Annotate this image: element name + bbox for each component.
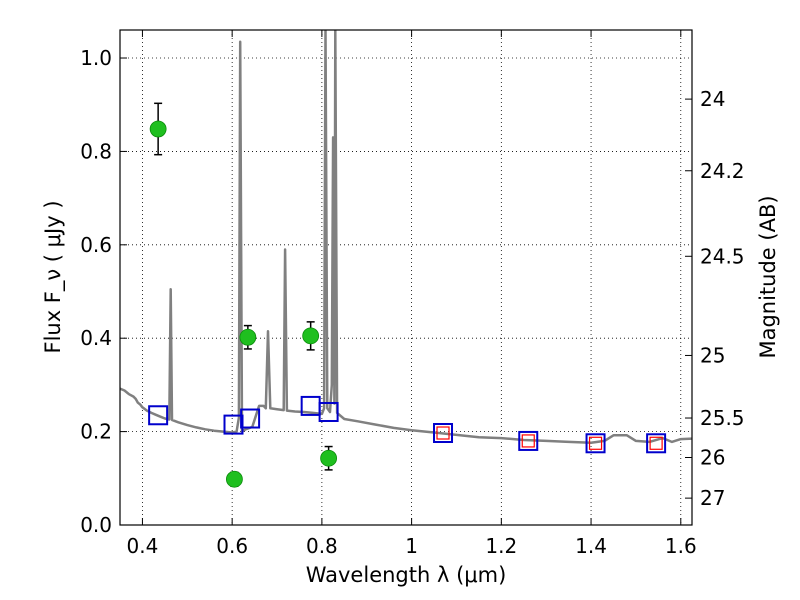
y-axis-label: Flux F_ν ( μJy ) — [41, 200, 66, 353]
y2-tick-label: 26 — [700, 446, 725, 470]
y2-axis-label: Magnitude (AB) — [756, 195, 780, 358]
x-axis-label: Wavelength λ (μm) — [306, 563, 507, 587]
observed-flux-point — [239, 328, 257, 346]
model-flux-square — [223, 414, 244, 435]
y2-tick-label: 24.5 — [700, 244, 745, 268]
y-tick-label: 0.6 — [80, 233, 112, 257]
x-tick-label: 1.6 — [665, 534, 697, 558]
y-tick-label: 0.4 — [80, 326, 112, 350]
y2-tick-label: 27 — [700, 486, 725, 510]
y-tick-label: 0.0 — [80, 513, 112, 537]
model-flux-square-inner — [588, 436, 603, 450]
y-tick-label: 0.8 — [80, 139, 112, 163]
x-tick-label: 1.4 — [575, 534, 607, 558]
observed-flux-point — [302, 327, 320, 345]
plot-frame — [119, 29, 693, 526]
y2-tick-label: 25 — [700, 343, 725, 367]
observed-flux-point — [225, 470, 243, 488]
model-flux-square — [240, 408, 261, 429]
y2-tick-label: 24.2 — [700, 159, 745, 183]
observed-flux-point — [320, 449, 338, 467]
observed-flux-point — [149, 120, 167, 138]
y2-tick-label: 25.5 — [700, 406, 745, 430]
axis-ticks: 0.4 0.6 0.8 1 1.2 1.4 1.6 0.0 0.2 0.4 0.6 0.8 1.0 24 2… — [80, 30, 745, 558]
model-flux-square — [318, 401, 339, 422]
model-flux-square — [433, 423, 454, 444]
y2-tick-label: 24 — [700, 87, 725, 111]
x-tick-label: 1.2 — [485, 534, 517, 558]
model-flux-square — [518, 430, 539, 451]
model-flux-square-inner — [521, 434, 535, 448]
x-tick-label: 0.6 — [216, 534, 248, 558]
photometry-markers — [148, 102, 667, 488]
model-flux-square-inner — [436, 426, 450, 440]
y-tick-label: 0.2 — [80, 420, 112, 444]
model-flux-square — [646, 433, 667, 454]
model-flux-square-inner — [649, 436, 663, 450]
x-tick-label: 0.4 — [127, 534, 159, 558]
y-tick-label: 1.0 — [80, 46, 112, 70]
x-tick-label: 0.8 — [306, 534, 338, 558]
x-tick-label: 1 — [405, 534, 418, 558]
model-flux-square — [148, 405, 169, 426]
plot-area — [120, 30, 692, 525]
model-flux-square — [585, 433, 606, 454]
